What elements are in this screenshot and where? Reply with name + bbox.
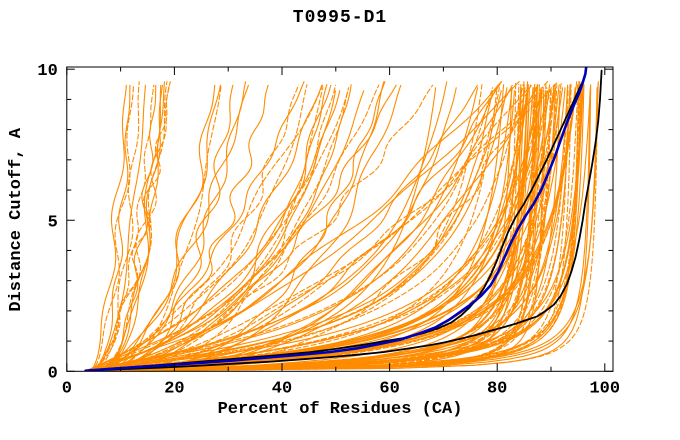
ensemble-model-curve bbox=[87, 87, 513, 372]
ensemble-model-curve bbox=[87, 87, 508, 372]
ensemble-model-curve bbox=[86, 84, 529, 372]
ensemble-model-curve bbox=[89, 80, 559, 372]
ensemble-model-curve bbox=[85, 84, 222, 372]
ensemble-model-curve bbox=[89, 84, 324, 372]
ensemble-model-curve bbox=[86, 84, 352, 372]
ensemble-model-curve bbox=[87, 81, 562, 372]
ensemble-model-curve bbox=[91, 84, 328, 372]
y-axis-label: Distance Cutoff, A bbox=[6, 128, 26, 312]
ensemble-model-curve bbox=[89, 84, 222, 372]
ensemble-model-curve bbox=[84, 90, 365, 372]
ensemble-model-curve bbox=[88, 81, 168, 372]
ensemble-model-curve bbox=[87, 87, 534, 372]
ensemble-model-curve bbox=[86, 84, 539, 372]
ensemble-model-curve bbox=[88, 81, 171, 372]
ensemble-model-curve bbox=[87, 84, 308, 372]
x-tick-label: 20 bbox=[164, 379, 184, 398]
x-tick-label: 80 bbox=[487, 379, 507, 398]
ensemble-model-curve bbox=[90, 87, 591, 372]
ensemble-model-curve bbox=[90, 81, 247, 372]
ensemble-model-curve bbox=[86, 84, 402, 372]
ensemble-model-curve bbox=[87, 84, 579, 372]
ensemble-model-curve bbox=[86, 84, 538, 372]
ensemble-model-curve bbox=[90, 81, 581, 372]
ensemble-model-curve bbox=[87, 84, 434, 372]
ensemble-model-curve bbox=[86, 81, 140, 372]
ensemble-model-curve bbox=[89, 84, 127, 372]
ensemble-model-curve bbox=[85, 84, 529, 372]
ensemble-model-curve bbox=[85, 84, 524, 372]
ensemble-model-curve bbox=[88, 90, 530, 372]
ensemble-model-curve bbox=[90, 87, 500, 372]
ensemble-model-curve bbox=[85, 84, 323, 372]
ensemble-model-curve bbox=[84, 84, 479, 372]
ensemble-model-curve bbox=[87, 84, 585, 372]
plot-border bbox=[66, 66, 614, 372]
ensemble-model-curve bbox=[88, 84, 234, 372]
highlighted-model-black-2 bbox=[84, 69, 603, 372]
ensemble-model-curve bbox=[85, 84, 332, 372]
x-tick-label: 0 bbox=[62, 379, 72, 398]
ensemble-model-curve bbox=[86, 87, 457, 372]
ensemble-model-curve bbox=[87, 90, 561, 372]
ensemble-model-curve bbox=[87, 84, 147, 372]
x-axis-label: Percent of Residues (CA) bbox=[217, 400, 463, 419]
ensemble-model-curve bbox=[87, 84, 572, 372]
ensemble-model-curve bbox=[87, 87, 350, 372]
chart-title: T0995-D1 bbox=[292, 8, 388, 28]
ensemble-model-curve bbox=[85, 84, 250, 372]
ensemble-model-curve bbox=[88, 84, 134, 372]
x-tick-label: 40 bbox=[272, 379, 292, 398]
ensemble-model-curve bbox=[89, 84, 157, 372]
ensemble-model-curve bbox=[86, 81, 385, 372]
ensemble-model-curve bbox=[85, 84, 536, 372]
ensemble-model-curve bbox=[85, 84, 592, 372]
ensemble-model-curve bbox=[89, 90, 341, 372]
ensemble-model-curve bbox=[84, 84, 555, 372]
ensemble-model-curve bbox=[89, 84, 571, 372]
ensemble-model-curve bbox=[87, 80, 549, 372]
ensemble-model-curve bbox=[84, 84, 547, 372]
y-tick-label: 5 bbox=[48, 213, 58, 232]
ensemble-model-curve bbox=[89, 80, 520, 372]
ensemble-model-curve bbox=[87, 81, 529, 372]
ensemble-model-curve bbox=[88, 81, 166, 372]
ensemble-model-curve bbox=[85, 84, 131, 372]
y-tick-label: 0 bbox=[48, 364, 58, 383]
y-axis-label-wrap: Distance Cutoff, A bbox=[2, 0, 30, 440]
ensemble-model-curve bbox=[85, 84, 532, 372]
ensemble-model-curve bbox=[85, 80, 503, 372]
ensemble-model-curve bbox=[84, 81, 578, 372]
x-tick-label: 60 bbox=[379, 379, 399, 398]
ensemble-model-curve bbox=[84, 90, 547, 372]
ensemble-model-curve bbox=[87, 81, 386, 372]
ensemble-model-curve bbox=[90, 87, 494, 372]
ensemble-model-curve bbox=[88, 84, 528, 372]
ensemble-model-curve bbox=[89, 87, 564, 372]
ensemble-model-curve bbox=[89, 87, 580, 372]
highlighted-model-navy bbox=[84, 67, 588, 372]
ensemble-model-curve bbox=[89, 84, 397, 372]
ensemble-model-curve bbox=[87, 87, 437, 372]
x-tick-label: 100 bbox=[589, 379, 620, 398]
y-tick-label: 10 bbox=[37, 62, 57, 81]
ensemble-model-curve bbox=[86, 84, 599, 372]
ensemble-model-curve bbox=[88, 84, 582, 372]
ensemble-model-curve bbox=[90, 84, 300, 372]
curves-layer bbox=[83, 67, 603, 372]
ensemble-model-curve bbox=[86, 90, 498, 372]
ensemble-model-curve bbox=[85, 84, 499, 372]
ensemble-model-curve bbox=[90, 84, 569, 372]
ensemble-model-curve bbox=[87, 84, 539, 372]
ensemble-model-curve bbox=[84, 84, 560, 372]
ensemble-model-curve bbox=[89, 84, 380, 372]
ensemble-model-curve bbox=[89, 87, 479, 372]
ensemble-model-curve bbox=[86, 87, 324, 372]
ensemble-model-curve bbox=[84, 84, 555, 372]
ensemble-model-curve bbox=[85, 90, 591, 372]
